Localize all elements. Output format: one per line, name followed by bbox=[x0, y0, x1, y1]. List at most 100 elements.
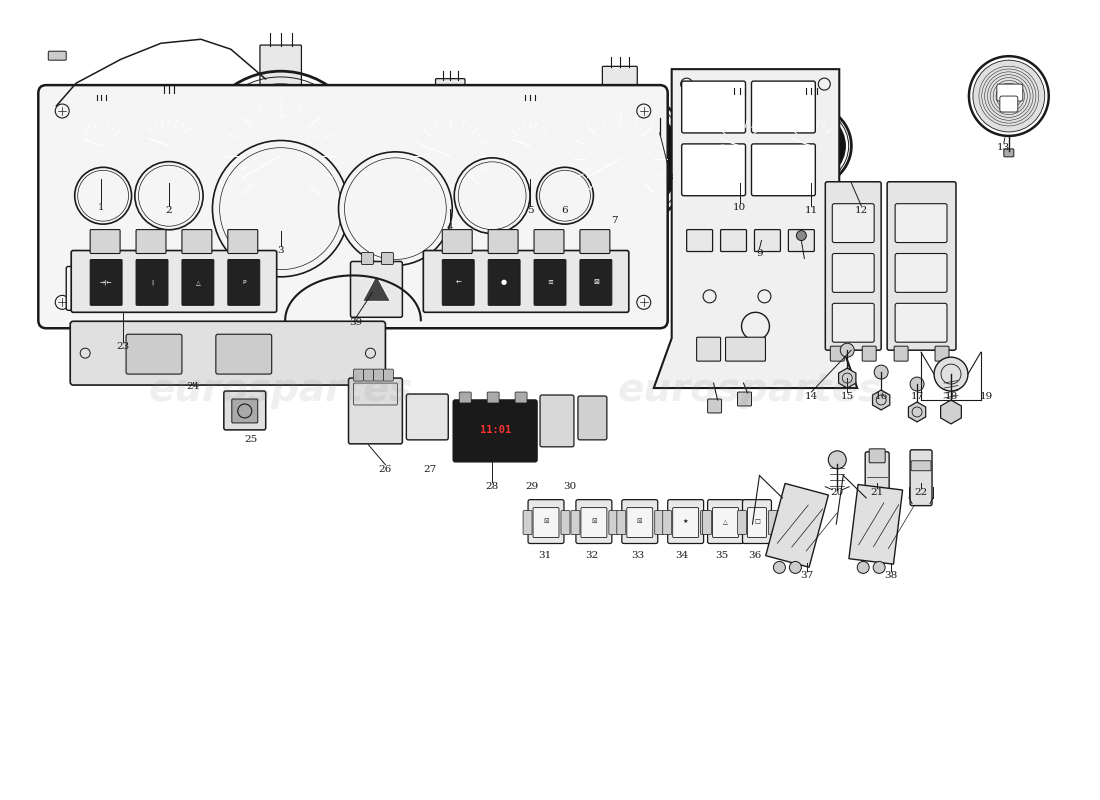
FancyBboxPatch shape bbox=[668, 500, 704, 543]
FancyBboxPatch shape bbox=[682, 81, 746, 133]
Text: ☒: ☒ bbox=[637, 519, 642, 524]
Text: 21: 21 bbox=[870, 488, 883, 497]
FancyBboxPatch shape bbox=[1004, 149, 1014, 157]
Text: ←: ← bbox=[455, 279, 461, 286]
FancyBboxPatch shape bbox=[136, 259, 168, 306]
FancyBboxPatch shape bbox=[520, 99, 539, 118]
FancyBboxPatch shape bbox=[39, 85, 668, 328]
Text: 150: 150 bbox=[246, 130, 253, 134]
Text: ☒: ☒ bbox=[543, 519, 549, 524]
FancyBboxPatch shape bbox=[136, 230, 166, 254]
Text: ●: ● bbox=[502, 279, 507, 286]
FancyBboxPatch shape bbox=[424, 250, 629, 312]
FancyBboxPatch shape bbox=[515, 392, 527, 403]
Ellipse shape bbox=[537, 167, 593, 224]
Circle shape bbox=[910, 377, 924, 391]
Text: 18: 18 bbox=[945, 392, 958, 401]
Circle shape bbox=[637, 104, 651, 118]
Text: 100: 100 bbox=[241, 167, 246, 171]
Circle shape bbox=[790, 562, 802, 574]
FancyBboxPatch shape bbox=[228, 259, 260, 306]
FancyBboxPatch shape bbox=[182, 230, 212, 254]
FancyBboxPatch shape bbox=[580, 230, 609, 254]
FancyBboxPatch shape bbox=[228, 230, 257, 254]
FancyBboxPatch shape bbox=[442, 259, 474, 306]
FancyBboxPatch shape bbox=[801, 93, 822, 114]
FancyBboxPatch shape bbox=[894, 346, 909, 361]
FancyBboxPatch shape bbox=[935, 346, 949, 361]
FancyBboxPatch shape bbox=[524, 510, 532, 534]
Text: 33: 33 bbox=[631, 551, 645, 561]
FancyBboxPatch shape bbox=[488, 230, 518, 254]
Text: 60: 60 bbox=[640, 133, 645, 137]
Text: 14: 14 bbox=[805, 392, 818, 401]
Polygon shape bbox=[285, 275, 421, 320]
Text: 11:01: 11:01 bbox=[480, 425, 510, 435]
Text: 39: 39 bbox=[349, 318, 362, 327]
Text: 16: 16 bbox=[874, 392, 888, 401]
FancyBboxPatch shape bbox=[534, 259, 566, 306]
FancyBboxPatch shape bbox=[869, 449, 886, 462]
Text: 26: 26 bbox=[378, 465, 392, 474]
FancyBboxPatch shape bbox=[748, 508, 767, 538]
Text: 250: 250 bbox=[312, 136, 319, 140]
Text: ★: ★ bbox=[683, 519, 689, 524]
FancyBboxPatch shape bbox=[862, 346, 877, 361]
FancyBboxPatch shape bbox=[72, 250, 277, 312]
Text: →|←: →|← bbox=[100, 280, 112, 285]
Circle shape bbox=[55, 104, 69, 118]
FancyBboxPatch shape bbox=[90, 230, 120, 254]
FancyBboxPatch shape bbox=[609, 510, 618, 534]
Circle shape bbox=[53, 95, 62, 103]
Circle shape bbox=[209, 84, 352, 228]
Text: 20: 20 bbox=[830, 488, 844, 497]
FancyBboxPatch shape bbox=[769, 510, 778, 534]
FancyBboxPatch shape bbox=[895, 303, 947, 342]
FancyBboxPatch shape bbox=[223, 391, 266, 430]
FancyBboxPatch shape bbox=[713, 508, 738, 538]
FancyBboxPatch shape bbox=[740, 510, 749, 534]
FancyBboxPatch shape bbox=[621, 500, 658, 543]
Text: ☒: ☒ bbox=[591, 519, 596, 524]
Text: 3: 3 bbox=[277, 246, 284, 254]
FancyBboxPatch shape bbox=[580, 259, 612, 306]
Text: 5: 5 bbox=[527, 206, 534, 214]
FancyBboxPatch shape bbox=[654, 510, 663, 534]
FancyBboxPatch shape bbox=[362, 253, 373, 265]
FancyBboxPatch shape bbox=[453, 400, 537, 462]
FancyBboxPatch shape bbox=[737, 392, 751, 406]
Text: 4: 4 bbox=[447, 222, 453, 232]
Text: 36: 36 bbox=[748, 551, 761, 561]
Text: 11: 11 bbox=[805, 206, 818, 214]
Ellipse shape bbox=[75, 167, 132, 224]
FancyBboxPatch shape bbox=[349, 378, 403, 444]
Text: eurospartes: eurospartes bbox=[617, 371, 882, 409]
FancyBboxPatch shape bbox=[833, 303, 875, 342]
Text: ⊠: ⊠ bbox=[593, 279, 598, 286]
FancyBboxPatch shape bbox=[895, 204, 947, 242]
Polygon shape bbox=[766, 483, 828, 567]
Circle shape bbox=[72, 116, 131, 176]
Text: 7: 7 bbox=[612, 216, 618, 225]
FancyBboxPatch shape bbox=[528, 500, 564, 543]
Text: 37: 37 bbox=[801, 571, 814, 581]
Text: 31: 31 bbox=[538, 551, 551, 561]
Circle shape bbox=[134, 111, 204, 181]
Text: 40: 40 bbox=[600, 130, 604, 134]
Text: 22: 22 bbox=[914, 488, 927, 497]
Text: 8: 8 bbox=[667, 173, 673, 182]
FancyBboxPatch shape bbox=[70, 322, 385, 385]
FancyBboxPatch shape bbox=[696, 338, 720, 361]
FancyBboxPatch shape bbox=[1000, 96, 1018, 112]
Text: 32: 32 bbox=[585, 551, 598, 561]
Text: P: P bbox=[242, 280, 245, 285]
Circle shape bbox=[840, 343, 855, 357]
FancyBboxPatch shape bbox=[382, 253, 394, 265]
Text: 300: 300 bbox=[311, 174, 318, 178]
FancyBboxPatch shape bbox=[158, 91, 179, 113]
FancyBboxPatch shape bbox=[895, 254, 947, 292]
Text: 24: 24 bbox=[186, 382, 199, 391]
Circle shape bbox=[705, 112, 773, 180]
FancyBboxPatch shape bbox=[673, 508, 698, 538]
FancyBboxPatch shape bbox=[232, 399, 257, 423]
